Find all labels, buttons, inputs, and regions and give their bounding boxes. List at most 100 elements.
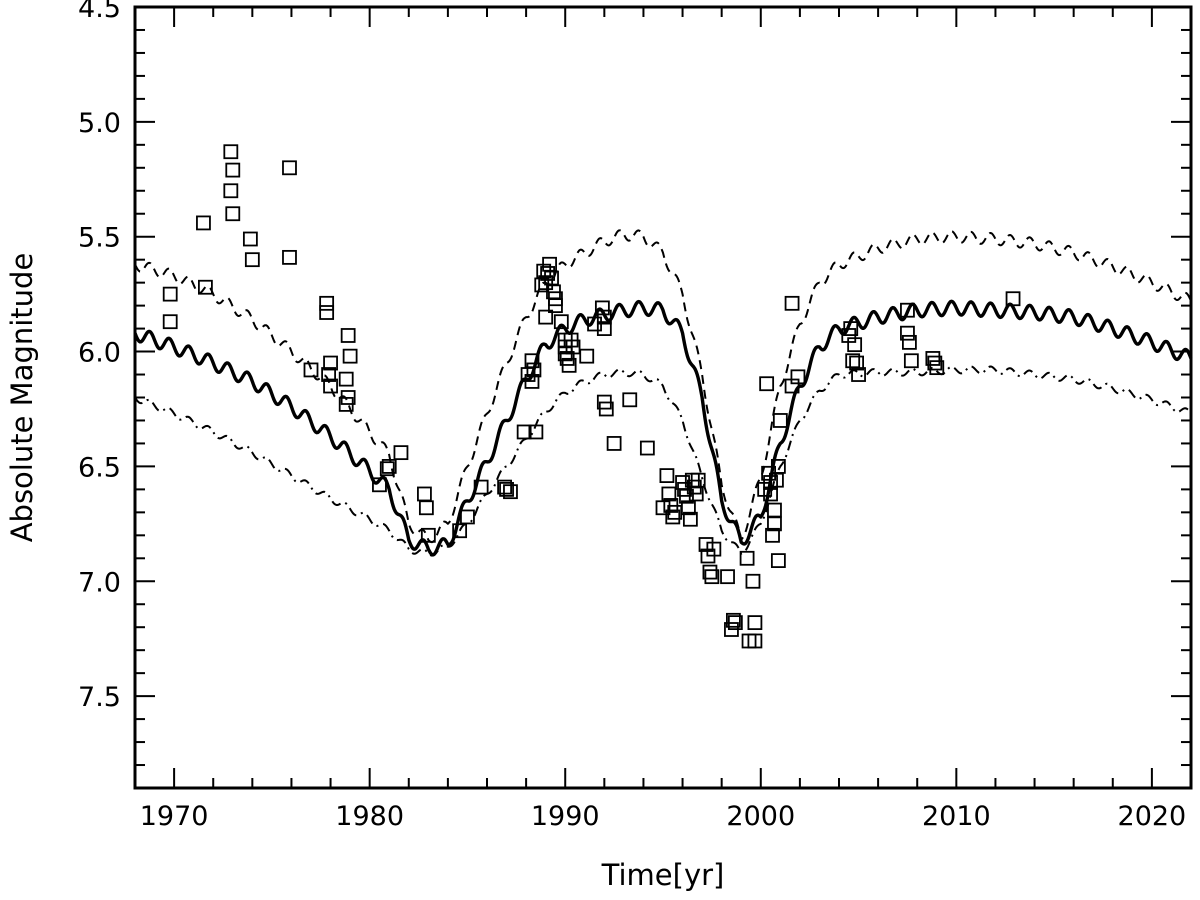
data-point [528,424,544,440]
data-point [372,477,387,493]
data-point [223,183,239,199]
data-point [579,348,595,364]
data-point [706,541,722,557]
data-point [282,160,297,176]
tick-labels: 1970 1980 1990 2000 2010 2020 4.5 5.0 5.5 6.0 6.5 7… [78,0,1186,832]
data-point [323,355,338,371]
data-points [162,144,1021,649]
y-tick-label: 7.0 [78,567,121,598]
data-point [851,367,866,382]
data-point [903,353,919,369]
data-point [902,334,917,350]
y-tick-label: 5.5 [78,223,121,254]
data-point [849,355,864,371]
data-point [162,314,178,330]
data-point [538,309,554,325]
data-point [767,502,782,518]
data-point [659,468,675,484]
data-point [225,206,241,222]
data-point [379,461,395,477]
model-curve-dashdot [134,365,1192,557]
data-point [606,436,622,451]
data-point [772,413,788,428]
data-point [393,445,409,461]
data-point [381,459,397,474]
data-point [639,440,655,456]
data-point [747,633,763,649]
data-point [319,305,335,320]
data-point [338,371,354,387]
data-point [526,362,542,378]
data-point [925,351,941,366]
data-point [499,481,514,497]
data-point [420,527,436,543]
data-point [162,286,178,302]
y-tick-label: 6.0 [78,338,121,369]
data-point [745,573,761,589]
data-point [900,325,915,341]
data-point [452,523,468,539]
x-tick-label: 2010 [922,801,991,832]
data-point [244,252,260,268]
data-point [417,486,432,502]
x-axis-title: Time[yr] [601,858,725,892]
data-point [197,279,213,295]
data-point [338,396,354,412]
data-point [196,215,211,231]
data-point [323,378,338,394]
x-tick-label: 2000 [726,801,795,832]
data-point [681,500,696,516]
data-point [770,459,786,474]
plot-content [133,144,1193,649]
y-tick-label: 7.5 [78,682,121,713]
data-point [242,231,258,247]
data-point [765,527,780,543]
data-point [303,362,319,378]
y-tick-label: 6.5 [78,452,121,483]
data-point [847,337,863,353]
data-point [759,376,775,392]
data-point [342,348,358,364]
data-point [460,509,475,525]
data-point [223,144,239,160]
model-curve-solid [133,299,1193,557]
plot-frame [133,5,1193,790]
data-point [596,321,612,336]
data-point [319,295,335,311]
x-tick-label: 2020 [1118,801,1187,832]
data-point [770,553,786,568]
data-point [790,369,806,385]
y-axis-title: Absolute Magnitude [5,253,39,543]
data-point [596,309,612,325]
data-point [594,300,610,316]
data-point [679,488,694,504]
data-point [418,500,434,516]
y-tick-label: 4.5 [78,0,121,24]
data-point [516,424,532,440]
data-point [784,295,800,311]
data-point [282,249,297,265]
data-point [622,392,638,408]
data-point [720,569,735,585]
data-point [704,569,720,585]
data-point [739,550,755,566]
data-point [524,353,540,369]
data-point [698,537,714,552]
data-point [900,302,915,318]
axis-ticks [134,6,1192,789]
data-point [843,321,859,336]
data-point [726,612,741,628]
data-point [540,266,556,281]
data-point [690,472,706,488]
data-point [561,357,577,373]
data-point [565,339,581,355]
data-point [340,328,356,343]
x-tick-label: 1990 [531,801,600,832]
data-point [524,374,540,389]
data-point [1005,291,1021,307]
data-point [682,511,698,527]
data-point [747,615,763,631]
data-point [548,298,563,314]
data-point [661,486,677,502]
